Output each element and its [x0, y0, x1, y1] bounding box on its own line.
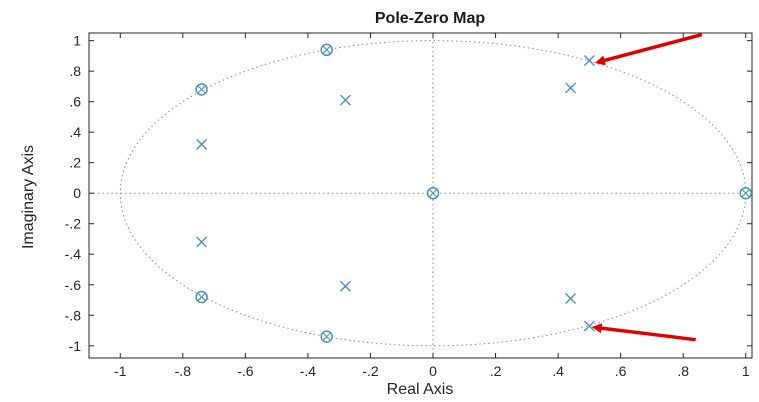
zero-stroke	[322, 45, 331, 55]
y-tick-label: 0	[73, 185, 81, 201]
x-tick-label: -.6	[237, 363, 254, 379]
y-tick-label: -.6	[65, 277, 82, 293]
zero-marker	[426, 186, 440, 200]
zero-marker	[320, 43, 333, 57]
x-tick-label: -1	[114, 363, 127, 379]
annotation-arrows	[591, 32, 703, 342]
zero-stroke	[322, 332, 331, 341]
pole-stroke	[583, 320, 595, 332]
y-tick-label: .4	[69, 124, 81, 140]
y-tick-label: .6	[69, 94, 81, 110]
x-tick-label: 0	[429, 363, 437, 379]
x-tick-label: .6	[615, 363, 627, 379]
zero-stroke	[197, 292, 206, 302]
x-tick-label: 1	[742, 363, 750, 379]
x-tick-label: -.4	[300, 363, 317, 379]
pole-stroke	[339, 94, 351, 106]
pole-marker	[196, 236, 208, 248]
pole-marker	[565, 292, 577, 304]
data-marks	[195, 43, 752, 343]
chart-title: Pole-Zero Map	[375, 10, 485, 27]
axis-ticks: -1 -.8 -.6 -.4 -.2 0 .2 .4 .6 .8 1 -1 -.8 -.6 -.4 -.2 0.…	[65, 33, 752, 379]
zero-stroke	[741, 188, 750, 198]
annotation-arrow	[591, 323, 696, 342]
pole-marker	[583, 54, 595, 66]
x-tick-label: -.2	[362, 363, 379, 379]
x-tick-label: .8	[677, 363, 689, 379]
pole-marker	[339, 280, 351, 292]
y-tick-label: -.8	[65, 307, 82, 323]
x-axis-label: Real Axis	[387, 381, 454, 398]
y-axis-label: Imaginary Axis	[20, 145, 37, 249]
pole-stroke	[196, 138, 208, 150]
x-tick-label: .4	[552, 363, 564, 379]
pole-stroke	[339, 280, 351, 292]
zero-marker	[195, 83, 208, 96]
pole-marker	[339, 94, 351, 106]
zero-marker	[320, 330, 333, 343]
pole-marker	[196, 138, 208, 150]
zero-stroke	[428, 188, 438, 198]
y-tick-label: -.2	[65, 216, 82, 232]
x-tick-label: -.8	[175, 363, 192, 379]
pole-stroke	[565, 292, 577, 304]
annotation-arrow	[594, 32, 703, 66]
x-tick-label: .2	[490, 363, 502, 379]
zero-stroke	[197, 85, 206, 94]
zero-marker	[195, 290, 208, 304]
y-tick-label: -1	[69, 338, 82, 354]
pole-stroke	[583, 54, 595, 66]
pole-marker	[565, 82, 577, 94]
y-tick-label: -.4	[65, 246, 82, 262]
y-tick-label: .2	[69, 155, 81, 171]
pole-stroke	[196, 236, 208, 248]
y-tick-label: 1	[73, 33, 81, 49]
plot-area	[88, 32, 753, 359]
y-tick-label: .8	[69, 63, 81, 79]
pole-stroke	[565, 82, 577, 94]
zero-marker	[739, 186, 752, 200]
